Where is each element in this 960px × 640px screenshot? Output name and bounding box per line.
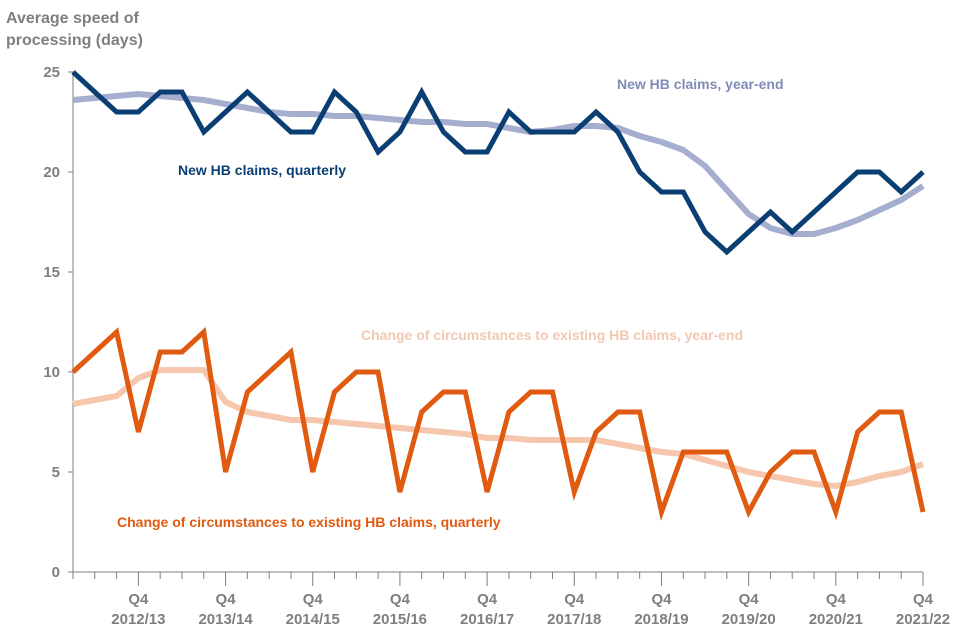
x-tick-label-year: 2018/19 xyxy=(634,611,688,628)
x-tick-label-year: 2013/14 xyxy=(198,611,253,628)
x-tick-label-quarter: Q4 xyxy=(739,591,760,608)
y-tick-label: 5 xyxy=(52,464,60,481)
x-tick-label-quarter: Q4 xyxy=(390,591,411,608)
y-tick-label: 20 xyxy=(43,164,60,181)
x-tick-label-year: 2021/22 xyxy=(896,611,950,628)
series-line-coc-year-end xyxy=(72,367,925,489)
annotation-new-hb-quarterly: New HB claims, quarterly xyxy=(178,162,346,178)
x-tick-label-quarter: Q4 xyxy=(564,591,585,608)
series-line-new-hb-year-end xyxy=(72,91,925,237)
x-tick-label-quarter: Q4 xyxy=(128,591,149,608)
y-tick-label: 15 xyxy=(43,264,60,281)
series-annotations: New HB claims, year-end New HB claims, q… xyxy=(117,76,784,530)
x-tick-label-quarter: Q4 xyxy=(216,591,237,608)
series-lines xyxy=(71,70,926,521)
x-tick-label-year: 2012/13 xyxy=(111,611,165,628)
x-tick-label-quarter: Q4 xyxy=(477,591,498,608)
x-tick-label-year: 2016/17 xyxy=(460,611,514,628)
x-tick-label-quarter: Q4 xyxy=(303,591,324,608)
annotation-new-hb-year-end: New HB claims, year-end xyxy=(617,76,784,92)
y-axis-title: Average speed of processing (days) xyxy=(6,8,143,52)
y-tick-label: 10 xyxy=(43,364,60,381)
series-line-new-hb-quarterly xyxy=(71,70,925,256)
x-tick-label-year: 2020/21 xyxy=(809,611,863,628)
annotation-coc-quarterly: Change of circumstances to existing HB c… xyxy=(117,514,501,530)
annotation-coc-year-end: Change of circumstances to existing HB c… xyxy=(361,327,743,343)
axes: 0 5 10 15 20 25 Q4 2012/13 Q4 2013/14 Q4 2014/15 Q4 2… xyxy=(43,64,950,628)
x-tick-label-year: 2014/15 xyxy=(286,611,340,628)
x-tick-label-quarter: Q4 xyxy=(826,591,847,608)
x-tick-label-year: 2019/20 xyxy=(722,611,776,628)
y-axis-title-line-1: Average speed of xyxy=(6,10,139,27)
x-tick-label-year: 2017/18 xyxy=(547,611,601,628)
y-axis-title-line-2: processing (days) xyxy=(6,32,143,49)
x-tick-label-quarter: Q4 xyxy=(913,591,934,608)
y-tick-label: 0 xyxy=(52,564,60,581)
y-tick-label: 25 xyxy=(43,64,60,81)
x-tick-label-quarter: Q4 xyxy=(651,591,672,608)
x-tick-label-year: 2015/16 xyxy=(373,611,427,628)
series-line-coc-quarterly xyxy=(71,327,926,521)
